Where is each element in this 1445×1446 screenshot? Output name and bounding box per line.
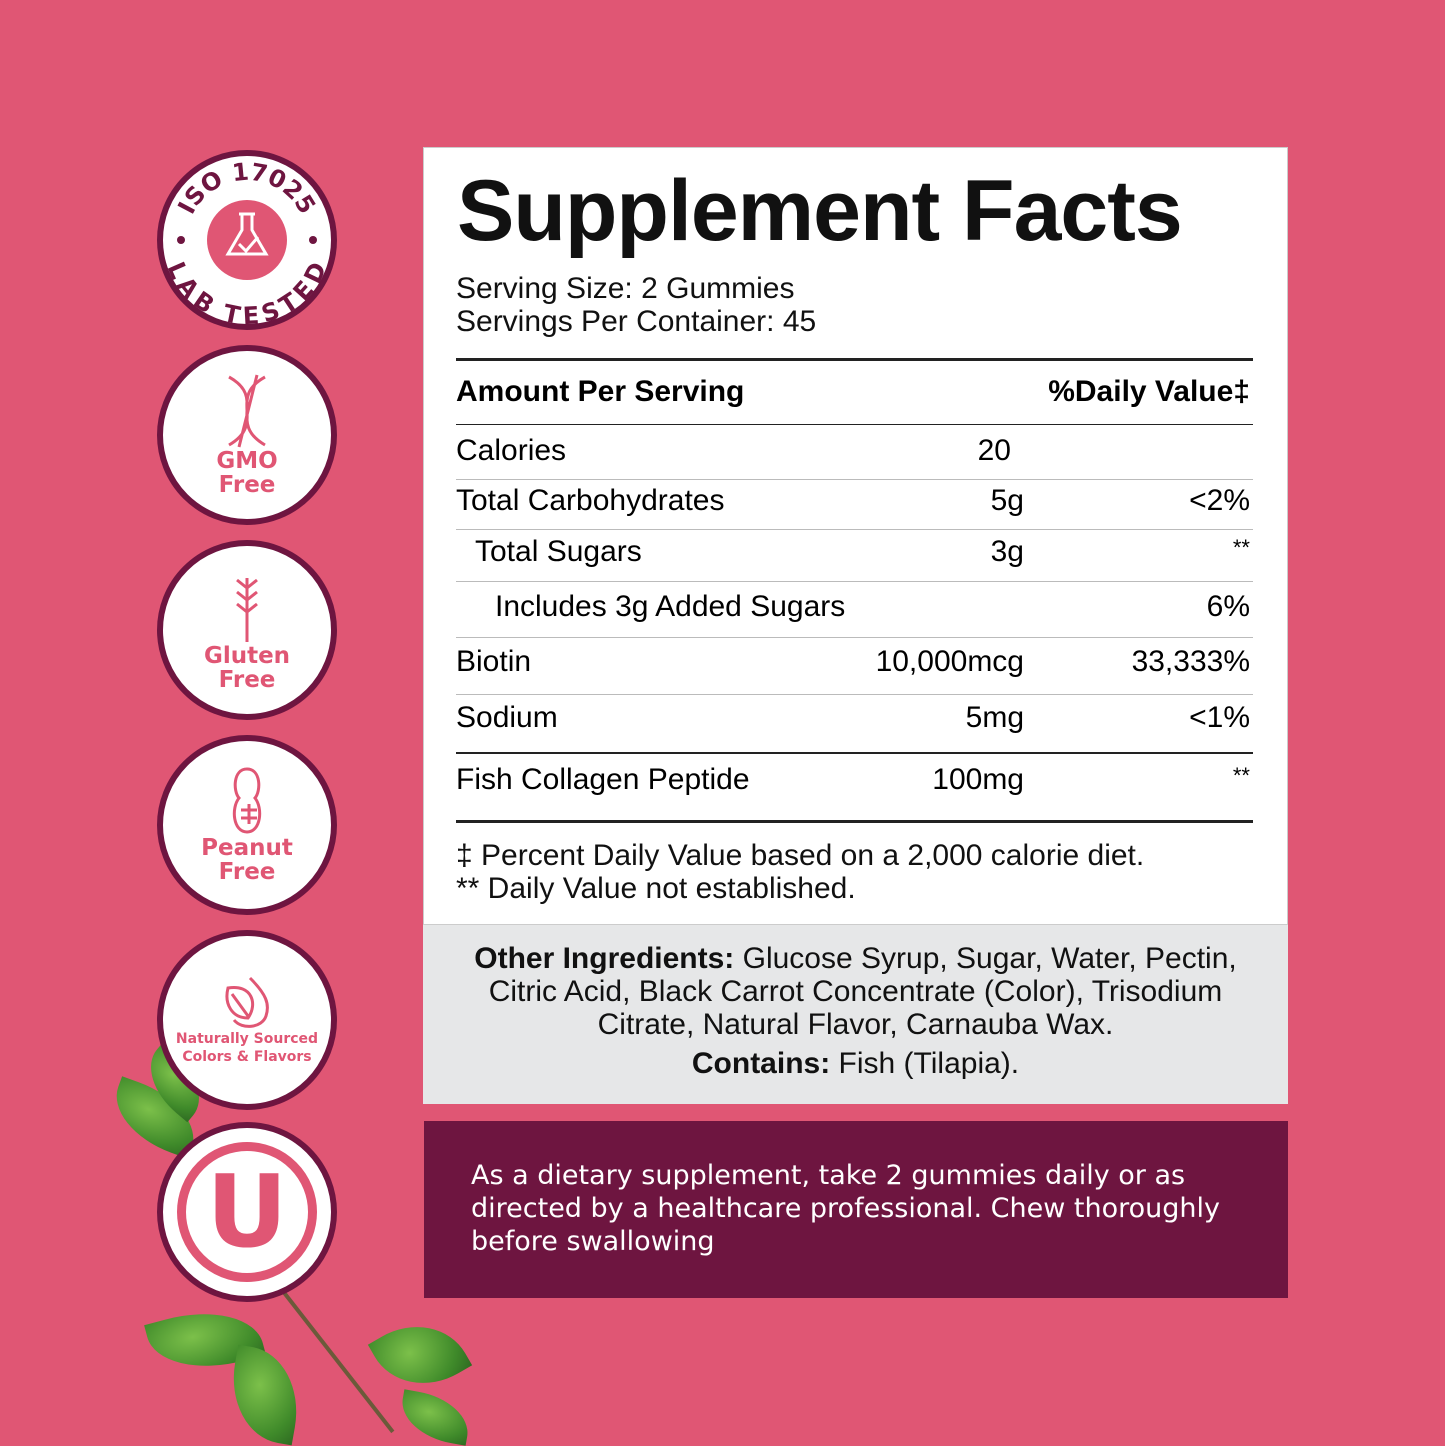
- serving-size: Serving Size: 2 Gummies: [456, 272, 795, 305]
- kosher-badge: U: [157, 1122, 337, 1302]
- table-header: Amount Per Serving %Daily Value‡: [456, 375, 1250, 408]
- peanut-icon: [232, 767, 262, 834]
- table-row: Total Sugars 3g **: [475, 535, 1250, 568]
- ingredients-label: Other Ingredients:: [474, 942, 735, 975]
- divider: [456, 479, 1253, 480]
- naturally-sourced-badge: Naturally Sourced Colors & Flavors: [157, 930, 337, 1110]
- divider: [456, 581, 1253, 582]
- divider: [456, 529, 1253, 530]
- divider: [456, 424, 1253, 425]
- table-row: Biotin 10,000mcg 33,333%: [456, 645, 1250, 678]
- table-row: Sodium 5mg <1%: [456, 701, 1250, 734]
- leaf-drop-icon: [225, 976, 269, 1028]
- supplement-facts-panel: Supplement Facts Serving Size: 2 Gummies…: [423, 147, 1288, 925]
- badge-label: Naturally Sourced: [175, 1031, 319, 1047]
- divider: [456, 752, 1253, 754]
- peanut-free-badge: Peanut Free: [157, 735, 337, 915]
- table-row: Total Carbohydrates 5g <2%: [456, 484, 1250, 517]
- flask-check-icon: ISO 17025 LAB TESTED: [163, 158, 331, 324]
- other-ingredients: Other Ingredients: Glucose Syrup, Sugar,…: [423, 925, 1288, 1104]
- directions: As a dietary supplement, take 2 gummies …: [424, 1121, 1288, 1298]
- badge-label: Colors & Flavors: [182, 1049, 312, 1065]
- divider: [456, 820, 1253, 823]
- ingredients-text: Glucose Syrup, Sugar, Water, Pectin, Cit…: [488, 942, 1237, 1041]
- badge-label: Gluten: [203, 643, 291, 669]
- facts-title: Supplement Facts: [457, 163, 1183, 259]
- divider: [456, 358, 1253, 361]
- gmo-free-badge: GMO Free: [157, 345, 337, 525]
- footnote-not-established: ** Daily Value not established.: [456, 872, 856, 905]
- kosher-u-icon: U: [177, 1142, 317, 1282]
- servings-per-container: Servings Per Container: 45: [456, 305, 817, 338]
- divider: [456, 694, 1253, 695]
- gluten-free-badge: Gluten Free: [157, 540, 337, 720]
- badge-label: Free: [218, 667, 276, 693]
- dna-icon: [228, 374, 266, 448]
- iso-lab-tested-badge: ISO 17025 LAB TESTED: [157, 150, 337, 330]
- divider: [456, 637, 1253, 638]
- contains-text: Fish (Tilapia).: [830, 1047, 1020, 1080]
- badge-label: GMO: [216, 448, 278, 474]
- badge-label: Free: [218, 859, 276, 885]
- badge-label: Peanut: [201, 835, 293, 861]
- table-row: Includes 3g Added Sugars 6%: [495, 590, 1250, 623]
- footnote-daily-value: ‡ Percent Daily Value based on a 2,000 c…: [456, 839, 1145, 872]
- wheat-icon: [236, 578, 258, 642]
- table-row: Calories 20: [456, 434, 1011, 467]
- badge-label: Free: [218, 472, 276, 498]
- contains-label: Contains:: [691, 1047, 831, 1080]
- table-row: Fish Collagen Peptide 100mg **: [456, 763, 1250, 796]
